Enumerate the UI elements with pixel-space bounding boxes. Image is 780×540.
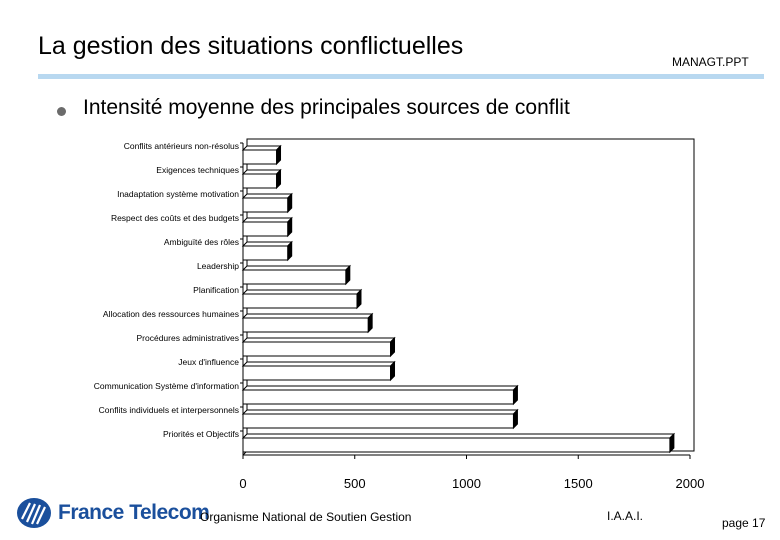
- bar-top-face: [241, 313, 374, 319]
- category-label: Procédures administratives: [136, 333, 239, 343]
- category-label: Planification: [193, 285, 239, 295]
- category-label: Respect des coûts et des budgets: [111, 213, 239, 223]
- bar-top-face: [241, 169, 282, 175]
- page-number: page 17: [722, 516, 766, 530]
- bar-top-face: [241, 409, 519, 415]
- bullet-icon: [57, 107, 66, 116]
- category-label: Communication Système d'information: [94, 381, 240, 391]
- bar-top-face: [241, 433, 676, 439]
- bar: [242, 413, 514, 429]
- slide-title: La gestion des situations conflictuelles: [38, 32, 464, 60]
- x-tick-label: 1000: [452, 476, 481, 491]
- bar-side-face: [287, 240, 293, 262]
- bar: [242, 317, 369, 333]
- bar-top-face: [241, 145, 282, 151]
- bar: [242, 365, 392, 381]
- france-telecom-logo-icon: [17, 498, 51, 528]
- category-label: Inadaptation système motivation: [117, 189, 239, 199]
- bar-side-face: [390, 336, 396, 358]
- bar-top-face: [241, 217, 293, 223]
- title-divider: [38, 74, 764, 79]
- bar-top-face: [241, 241, 293, 247]
- bar-top-face: [241, 265, 352, 271]
- category-label: Allocation des ressources humaines: [103, 309, 239, 319]
- bar: [242, 173, 278, 189]
- brand-name: France Telecom: [58, 501, 210, 524]
- organization-name: Organisme National de Soutien Gestion: [200, 510, 412, 524]
- category-label: Exigences techniques: [156, 165, 239, 175]
- bar-top-face: [241, 289, 363, 295]
- bar-side-face: [367, 312, 373, 334]
- chart-subtitle: Intensité moyenne des principales source…: [83, 96, 570, 119]
- bar-top-face: [241, 193, 293, 199]
- footer-code: I.A.A.I.: [607, 509, 644, 523]
- bar-side-face: [669, 432, 675, 454]
- category-label: Conflits individuels et interpersonnels: [99, 405, 239, 415]
- bar-side-face: [287, 192, 293, 214]
- bar: [242, 437, 671, 453]
- x-tick-label: 1500: [564, 476, 593, 491]
- bar-top-face: [241, 337, 396, 343]
- x-tick-label: 500: [344, 476, 366, 491]
- bar-side-face: [356, 288, 362, 310]
- bar-top-face: [241, 361, 396, 367]
- brand-logo: France Telecom: [16, 497, 210, 529]
- bar: [242, 341, 392, 357]
- bar: [242, 245, 289, 261]
- bar-top-face: [241, 385, 519, 391]
- bar: [242, 293, 358, 309]
- category-label: Jeux d'influence: [178, 357, 239, 367]
- bar-side-face: [276, 168, 282, 190]
- file-name: MANAGT.PPT: [672, 55, 749, 69]
- bar: [242, 269, 347, 285]
- bar-side-face: [390, 360, 396, 382]
- category-label: Ambiguïté des rôles: [164, 237, 239, 247]
- bar: [242, 221, 289, 237]
- category-label: Conflits antérieurs non-résolus: [124, 141, 239, 151]
- bar-side-face: [512, 408, 518, 430]
- category-label: Leadership: [197, 261, 239, 271]
- bar-side-face: [276, 144, 282, 166]
- bar: [242, 197, 289, 213]
- bar: [242, 149, 278, 165]
- bar-side-face: [345, 264, 351, 286]
- bar-side-face: [287, 216, 293, 238]
- category-label: Priorités et Objectifs: [163, 429, 239, 439]
- bar: [242, 389, 514, 405]
- x-tick-label: 0: [239, 476, 246, 491]
- x-tick-label: 2000: [676, 476, 705, 491]
- bar-side-face: [512, 384, 518, 406]
